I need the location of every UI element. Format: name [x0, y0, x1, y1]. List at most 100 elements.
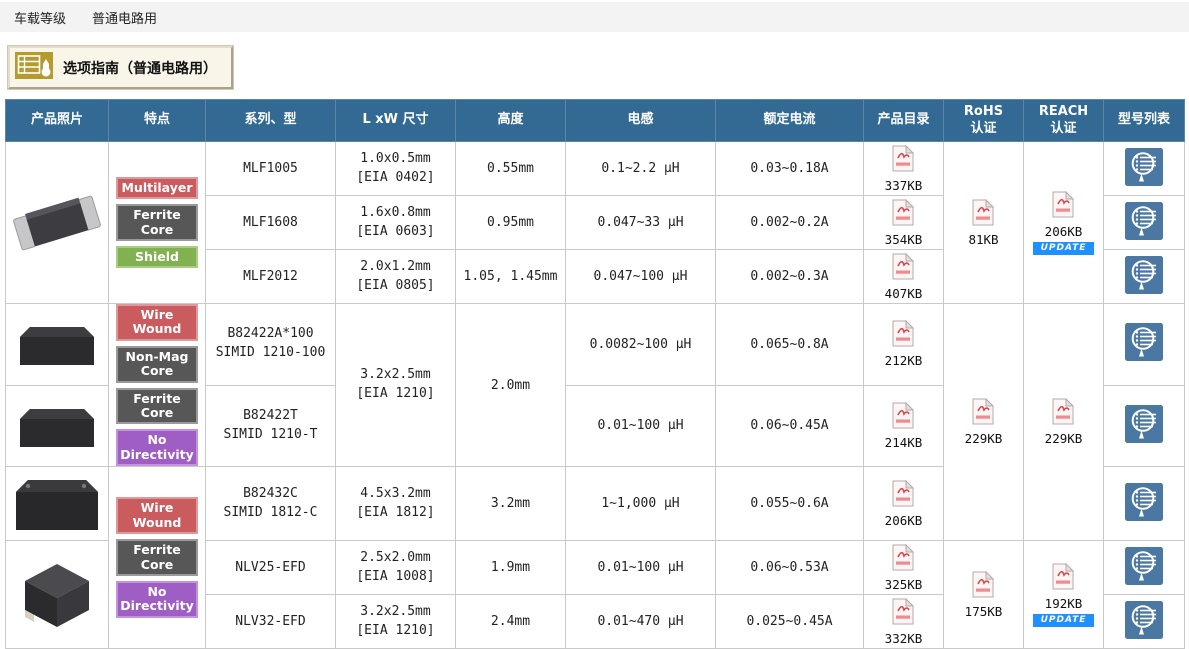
- series-cell: MLF1608: [205, 195, 336, 250]
- feature-badge: Non-Mag Core: [116, 345, 198, 383]
- pdf-icon: [892, 479, 915, 512]
- pdf-icon: [892, 320, 915, 352]
- product-table: 产品照片 特点 系列、型 L xW 尺寸 高度 电感 额定电流 产品目录 RoH…: [5, 99, 1185, 649]
- catalog-cell: 206KB: [863, 466, 944, 541]
- current-cell: 0.03~0.18A: [715, 141, 864, 196]
- model-list-button[interactable]: [1124, 200, 1164, 241]
- col-header-reach: REACH 认证: [1023, 99, 1104, 142]
- feature-badge: Wire Wound: [116, 497, 198, 535]
- pdf-catalog-link[interactable]: 354KB: [885, 198, 922, 247]
- series-cell: NLV25-EFD: [205, 540, 336, 595]
- series-cell: B82422A*100 SIMID 1210-100: [205, 303, 336, 386]
- col-header-height: 高度: [455, 99, 566, 142]
- table-row: Multilayer Ferrite Core Shield MLF1005 1…: [5, 141, 1185, 304]
- pdf-icon: [1052, 398, 1075, 430]
- rohs-cert-link[interactable]: 175KB: [965, 570, 1002, 619]
- size-cell: 3.2x2.5mm [EIA 1210]: [335, 303, 456, 467]
- current-cell: 0.065~0.8A: [715, 303, 864, 386]
- model-list-button[interactable]: [1124, 322, 1164, 363]
- col-header-current: 额定电流: [715, 99, 864, 142]
- pdf-catalog-link[interactable]: 214KB: [885, 401, 922, 450]
- pdf-icon: [972, 398, 995, 430]
- model-list-button[interactable]: [1124, 403, 1164, 444]
- tab-general-circuit[interactable]: 普通电路用: [92, 11, 158, 27]
- table-row: NLV25-EFD 2.5x2.0mm [EIA 1008] 1.9mm 0.01…: [5, 540, 1185, 649]
- catalog-cell: 332KB: [863, 594, 944, 649]
- rohs-cell: 81KB: [943, 141, 1024, 304]
- selection-guide-label: 选项指南（普通电路用）: [63, 60, 217, 77]
- col-header-size: L xW 尺寸: [335, 99, 456, 142]
- pdf-catalog-link[interactable]: 206KB: [885, 479, 922, 528]
- catalog-cell: 337KB: [863, 141, 944, 196]
- inductance-cell: 0.047~100 μH: [565, 249, 716, 304]
- feature-badge: No Directivity: [116, 580, 198, 618]
- height-cell: 3.2mm: [455, 466, 566, 541]
- pdf-catalog-link[interactable]: 337KB: [885, 144, 922, 193]
- series-cell: B82432C SIMID 1812-C: [205, 466, 336, 541]
- model-list-button[interactable]: [1124, 146, 1164, 187]
- inductance-cell: 0.01~100 μH: [565, 540, 716, 595]
- table-row: Wire Wound Non-Mag Core Ferrite Core No …: [5, 303, 1185, 541]
- height-cell: 0.95mm: [455, 195, 566, 250]
- rohs-cell: 175KB: [943, 540, 1024, 649]
- feature-badge: Wire Wound: [116, 304, 198, 341]
- rohs-cert-link[interactable]: 229KB: [965, 398, 1002, 446]
- model-list-button[interactable]: [1124, 481, 1164, 522]
- inductance-cell: 0.01~470 μH: [565, 594, 716, 649]
- height-cell: 1.05, 1.45mm: [455, 249, 566, 304]
- pdf-icon: [892, 144, 915, 177]
- pdf-icon: [892, 597, 915, 630]
- update-badge: UPDATE: [1032, 613, 1095, 627]
- product-photo-simid-1210-100: [5, 303, 109, 386]
- height-cell: 0.55mm: [455, 141, 566, 196]
- inductance-cell: 0.0082~100 μH: [565, 303, 716, 386]
- feature-badge: Ferrite Core: [116, 204, 198, 241]
- col-header-photo: 产品照片: [5, 99, 109, 142]
- product-photo-nlv: [5, 540, 109, 649]
- height-cell: 1.9mm: [455, 540, 566, 595]
- reach-cell: 229KB: [1023, 303, 1104, 541]
- col-header-catalog: 产品目录: [863, 99, 944, 142]
- series-cell: NLV32-EFD: [205, 594, 336, 649]
- current-cell: 0.06~0.53A: [715, 540, 864, 595]
- feature-badge: Shield: [116, 245, 198, 269]
- tab-vehicle-grade[interactable]: 车载等级: [14, 11, 67, 27]
- features-badges: Wire Wound Ferrite Core No Directivity: [109, 497, 205, 618]
- rohs-cert-link[interactable]: 81KB: [968, 198, 999, 247]
- feature-badge: Ferrite Core: [116, 539, 198, 576]
- pdf-catalog-link[interactable]: 407KB: [885, 252, 922, 301]
- features-cell: Multilayer Ferrite Core Shield: [108, 141, 206, 304]
- model-list-cell: [1103, 540, 1185, 595]
- feature-badge: Ferrite Core: [116, 387, 198, 425]
- table-row: B82422T SIMID 1210-T 0.01~100 μH 0.06~0.4…: [5, 384, 1185, 467]
- feature-badge: No Directivity: [116, 429, 198, 466]
- features-cell: Wire Wound Ferrite Core No Directivity: [108, 466, 206, 649]
- feature-badge: Multilayer: [116, 176, 198, 200]
- rohs-cell: 229KB: [943, 303, 1024, 541]
- reach-cell: 192KB UPDATE: [1023, 540, 1104, 649]
- model-list-button[interactable]: [1124, 254, 1164, 295]
- pdf-catalog-link[interactable]: 212KB: [885, 320, 922, 368]
- current-cell: 0.06~0.45A: [715, 384, 864, 467]
- model-list-button[interactable]: [1124, 599, 1164, 640]
- product-photo-mlf-chip: [5, 141, 109, 304]
- selection-guide-button[interactable]: 选项指南（普通电路用）: [7, 45, 234, 90]
- reach-cert-link[interactable]: 206KB UPDATE: [1032, 190, 1095, 255]
- inductance-cell: 1~1,000 μH: [565, 466, 716, 541]
- model-list-cell: [1103, 141, 1185, 196]
- model-list-button[interactable]: [1124, 545, 1164, 586]
- col-header-rohs: RoHS 认证: [943, 99, 1024, 142]
- pdf-catalog-link[interactable]: 325KB: [885, 543, 922, 592]
- current-cell: 0.002~0.2A: [715, 195, 864, 250]
- reach-cert-link[interactable]: 192KB UPDATE: [1032, 562, 1095, 627]
- product-photo-simid-1812-c: [5, 466, 109, 541]
- update-badge: UPDATE: [1032, 241, 1095, 255]
- reach-cert-link[interactable]: 229KB: [1045, 398, 1082, 446]
- pdf-icon: [892, 401, 915, 434]
- header-row: 产品照片 特点 系列、型 L xW 尺寸 高度 电感 额定电流 产品目录 RoH…: [5, 99, 1185, 142]
- pdf-catalog-link[interactable]: 332KB: [885, 597, 922, 646]
- series-cell: MLF2012: [205, 249, 336, 304]
- model-list-cell: [1103, 195, 1185, 250]
- inductance-cell: 0.01~100 μH: [565, 384, 716, 467]
- series-cell: B82422T SIMID 1210-T: [205, 384, 336, 467]
